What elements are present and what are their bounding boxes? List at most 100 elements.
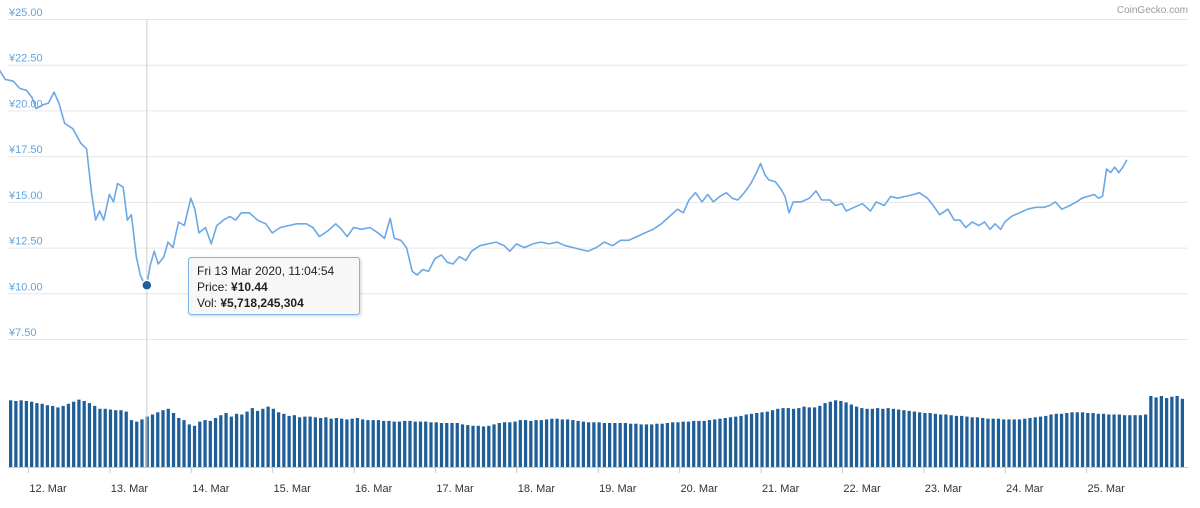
volume-bar: [261, 408, 265, 467]
volume-bar: [676, 422, 680, 467]
volume-bar: [1133, 415, 1137, 467]
volume-bar: [19, 400, 23, 467]
volume-bar: [897, 409, 901, 467]
x-tick-label: 17. Mar: [436, 483, 474, 495]
volume-bar: [1091, 413, 1095, 467]
volume-bar: [749, 413, 754, 468]
volume-bar: [713, 419, 717, 467]
volume-bar: [93, 405, 97, 467]
volume-bar: [592, 422, 596, 467]
y-tick-label: ¥12.50: [8, 236, 43, 248]
x-tick-label: 25. Mar: [1088, 483, 1126, 495]
price-tooltip: Fri 13 Mar 2020, 11:04:54 Price: ¥10.44 …: [188, 257, 360, 315]
volume-bar: [345, 419, 349, 467]
volume-bar: [576, 420, 580, 467]
volume-bar: [487, 425, 491, 467]
watermark-credit[interactable]: CoinGecko.com: [1116, 5, 1188, 16]
volume-bar: [1023, 418, 1027, 467]
volume-bar: [9, 400, 13, 467]
volume-bar: [371, 420, 375, 467]
volume-bar: [996, 418, 1001, 467]
volume-bar: [361, 419, 365, 467]
volume-bar: [975, 417, 980, 467]
volume-bar: [933, 413, 938, 468]
volume-bar: [991, 418, 995, 467]
volume-bar: [586, 422, 591, 467]
volume-bar: [313, 417, 318, 467]
volume-bar: [529, 420, 533, 467]
volume-bar: [192, 425, 197, 467]
volume-bar: [45, 405, 50, 467]
volume-bar: [51, 405, 55, 467]
volume-bar: [902, 410, 906, 467]
volume-bar: [408, 420, 412, 467]
tooltip-date: Fri 13 Mar 2020, 11:04:54: [197, 264, 335, 278]
volume-bar: [40, 403, 44, 467]
price-series-line[interactable]: [0, 69, 1128, 286]
y-tick-label: ¥22.50: [8, 53, 43, 65]
volume-bar: [550, 418, 554, 467]
volume-bar: [1017, 419, 1022, 467]
volume-bar: [760, 412, 764, 467]
volume-bar: [340, 418, 344, 467]
volume-bar: [229, 416, 233, 467]
volume-bar: [854, 406, 859, 467]
volume-bar: [849, 404, 853, 467]
tooltip-volume-value: ¥5,718,245,304: [220, 296, 304, 310]
volume-bar: [681, 421, 685, 467]
volume-bar: [818, 405, 822, 467]
volume-bar: [697, 420, 701, 467]
volume-bar: [571, 420, 575, 467]
volume-bar: [692, 420, 696, 467]
volume-bar: [266, 406, 270, 467]
volume-bar: [786, 408, 790, 467]
volume-bar: [355, 418, 360, 467]
x-tick-label: 15. Mar: [274, 483, 312, 495]
hover-marker-point[interactable]: [141, 279, 153, 291]
volume-bar: [1096, 413, 1100, 468]
volume-bar: [739, 415, 743, 467]
x-axis: 12. Mar 13. Mar 14. Mar 15. Mar 16. Mar 17. M…: [28, 467, 1126, 495]
y-axis: ¥7.50 ¥10.00 ¥12.50 ¥15.00 ¥17.50 ¥20.00 ¥22.5…: [8, 7, 43, 339]
volume-bar: [108, 409, 113, 467]
x-tick-label: 22. Mar: [843, 483, 881, 495]
y-tick-label: ¥7.50: [8, 327, 37, 339]
volume-bar: [1101, 413, 1106, 468]
volume-bar: [439, 423, 444, 467]
volume-bar: [833, 400, 838, 467]
y-tick-label: ¥20.00: [8, 98, 43, 110]
y-tick-label: ¥25.00: [8, 7, 43, 19]
grid-lines: [8, 19, 1188, 468]
volume-bar: [1070, 412, 1074, 467]
volume-bar: [597, 422, 601, 467]
volume-bar: [702, 420, 706, 467]
volume-bar: [234, 413, 239, 468]
volume-bar: [776, 408, 780, 467]
volume-bar: [518, 420, 522, 467]
volume-bar: [1007, 419, 1011, 467]
volume-bar: [797, 408, 801, 467]
volume-bar: [403, 420, 407, 467]
tooltip-volume-label: Vol:: [197, 296, 218, 310]
volume-bar: [424, 421, 428, 467]
volume-bar: [77, 399, 81, 468]
volume-bar: [476, 425, 480, 467]
volume-bar: [755, 413, 759, 467]
volume-bar: [870, 408, 874, 467]
volume-bar: [1122, 415, 1127, 467]
volume-bar: [250, 408, 254, 467]
volume-bar: [124, 411, 128, 467]
volume-bar: [1149, 396, 1153, 467]
volume-bar: [213, 418, 218, 467]
volume-bar: [1044, 415, 1048, 467]
volume-bar: [770, 410, 775, 467]
volume-bar: [865, 408, 869, 467]
volume-bar: [791, 408, 796, 467]
volume-bar: [418, 421, 423, 467]
volume-bar: [481, 426, 486, 467]
volume-bar: [303, 416, 307, 467]
volume-bar: [135, 421, 139, 467]
volume-bar: [655, 423, 659, 467]
